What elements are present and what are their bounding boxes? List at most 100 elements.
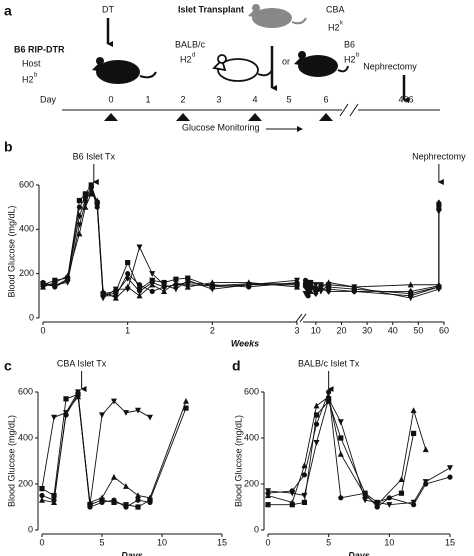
data-point (88, 186, 95, 193)
data-point (136, 244, 143, 251)
series-line (41, 392, 151, 508)
data-point (52, 282, 58, 290)
data-point (337, 450, 344, 457)
x-tick-label: 1 (125, 325, 130, 335)
nephrectomy-label: Nephrectomy (363, 61, 417, 71)
x-tick-label: 10 (384, 537, 394, 547)
donor-h2: H2 (344, 54, 356, 64)
data-point (338, 495, 344, 501)
data-point (161, 283, 167, 291)
data-point (325, 279, 332, 286)
day-label: 3 (216, 94, 221, 104)
data-point (123, 410, 129, 416)
data-point (161, 288, 168, 294)
data-point (51, 279, 58, 286)
data-point (313, 421, 320, 427)
data-point (135, 407, 141, 414)
data-point (147, 414, 153, 421)
data-point (411, 430, 417, 436)
data-point (265, 502, 271, 508)
y-axis-label: Blood Glucose (mg/dL) (233, 415, 243, 507)
x-tick-label: 10 (157, 537, 167, 547)
y-tick-label: 600 (19, 179, 34, 189)
data-point (172, 286, 179, 293)
data-point (305, 279, 312, 286)
data-point (112, 286, 119, 293)
x-tick-label: 5 (326, 537, 331, 547)
data-point (39, 496, 45, 503)
data-point (75, 391, 81, 397)
data-point (337, 419, 344, 426)
x-tick-label: 0 (265, 537, 270, 547)
annotation: CBA Islet Tx (57, 358, 107, 368)
y-tick-label: 0 (28, 524, 33, 534)
panel-label: d (232, 358, 241, 374)
data-point (374, 504, 380, 510)
y-tick-label: 400 (244, 432, 259, 442)
data-point (125, 271, 131, 277)
x-tick-label: 0 (40, 325, 45, 335)
data-point (313, 440, 320, 446)
donor-h2: H2 (180, 54, 192, 64)
data-point (289, 488, 295, 494)
data-point (436, 199, 442, 207)
data-point (411, 502, 417, 508)
data-point (76, 197, 83, 204)
series-line (41, 395, 187, 504)
y-tick-label: 200 (18, 478, 33, 488)
day-label: 1 (145, 94, 150, 104)
data-point (289, 502, 295, 508)
annotation: BALB/c Islet Tx (298, 358, 360, 368)
data-point (112, 294, 119, 301)
data-point (184, 277, 191, 284)
data-point (99, 412, 105, 419)
x-tick-label: 40 (388, 325, 398, 335)
data-point (313, 290, 319, 298)
data-point (136, 282, 143, 288)
y-axis-label: Blood Glucose (mg/dL) (6, 415, 16, 507)
day-label: 406 (398, 94, 413, 104)
data-point (305, 293, 311, 299)
donor-name: BALB/c (175, 39, 206, 49)
data-point (51, 414, 57, 421)
data-point (435, 286, 442, 293)
data-point (125, 274, 131, 282)
data-point (135, 492, 141, 499)
data-point (338, 435, 344, 441)
x-axis-label: Days (348, 550, 370, 556)
y-tick-label: 200 (19, 268, 34, 278)
x-tick-label: 20 (336, 325, 346, 335)
series-line (42, 183, 297, 295)
data-point (386, 495, 392, 501)
data-point (39, 486, 45, 492)
data-point (302, 291, 309, 297)
series-line (42, 186, 298, 297)
donor-name: B6 (344, 39, 355, 49)
data-point (94, 197, 101, 204)
data-point (63, 396, 69, 402)
data-point (313, 402, 320, 409)
day-label: 5 (286, 94, 291, 104)
data-point (94, 200, 100, 208)
data-point (82, 197, 88, 204)
data-point (386, 502, 393, 508)
data-point (111, 473, 117, 480)
data-point (407, 295, 414, 302)
x-tick-label: 60 (439, 325, 449, 335)
host-name: B6 RIP-DTR (14, 44, 65, 54)
data-point (88, 182, 94, 190)
donor-h2-sup: b (356, 53, 360, 59)
data-point (149, 288, 155, 295)
x-tick-label: 15 (217, 537, 227, 547)
data-point (302, 283, 309, 291)
dt-label: DT (102, 4, 114, 14)
data-point (326, 288, 332, 295)
data-point (87, 504, 93, 510)
data-point (87, 499, 93, 505)
data-point (64, 279, 71, 286)
data-point (111, 497, 117, 503)
data-point (76, 204, 83, 210)
mouse-icon (92, 57, 157, 84)
panel-label: b (4, 139, 13, 155)
